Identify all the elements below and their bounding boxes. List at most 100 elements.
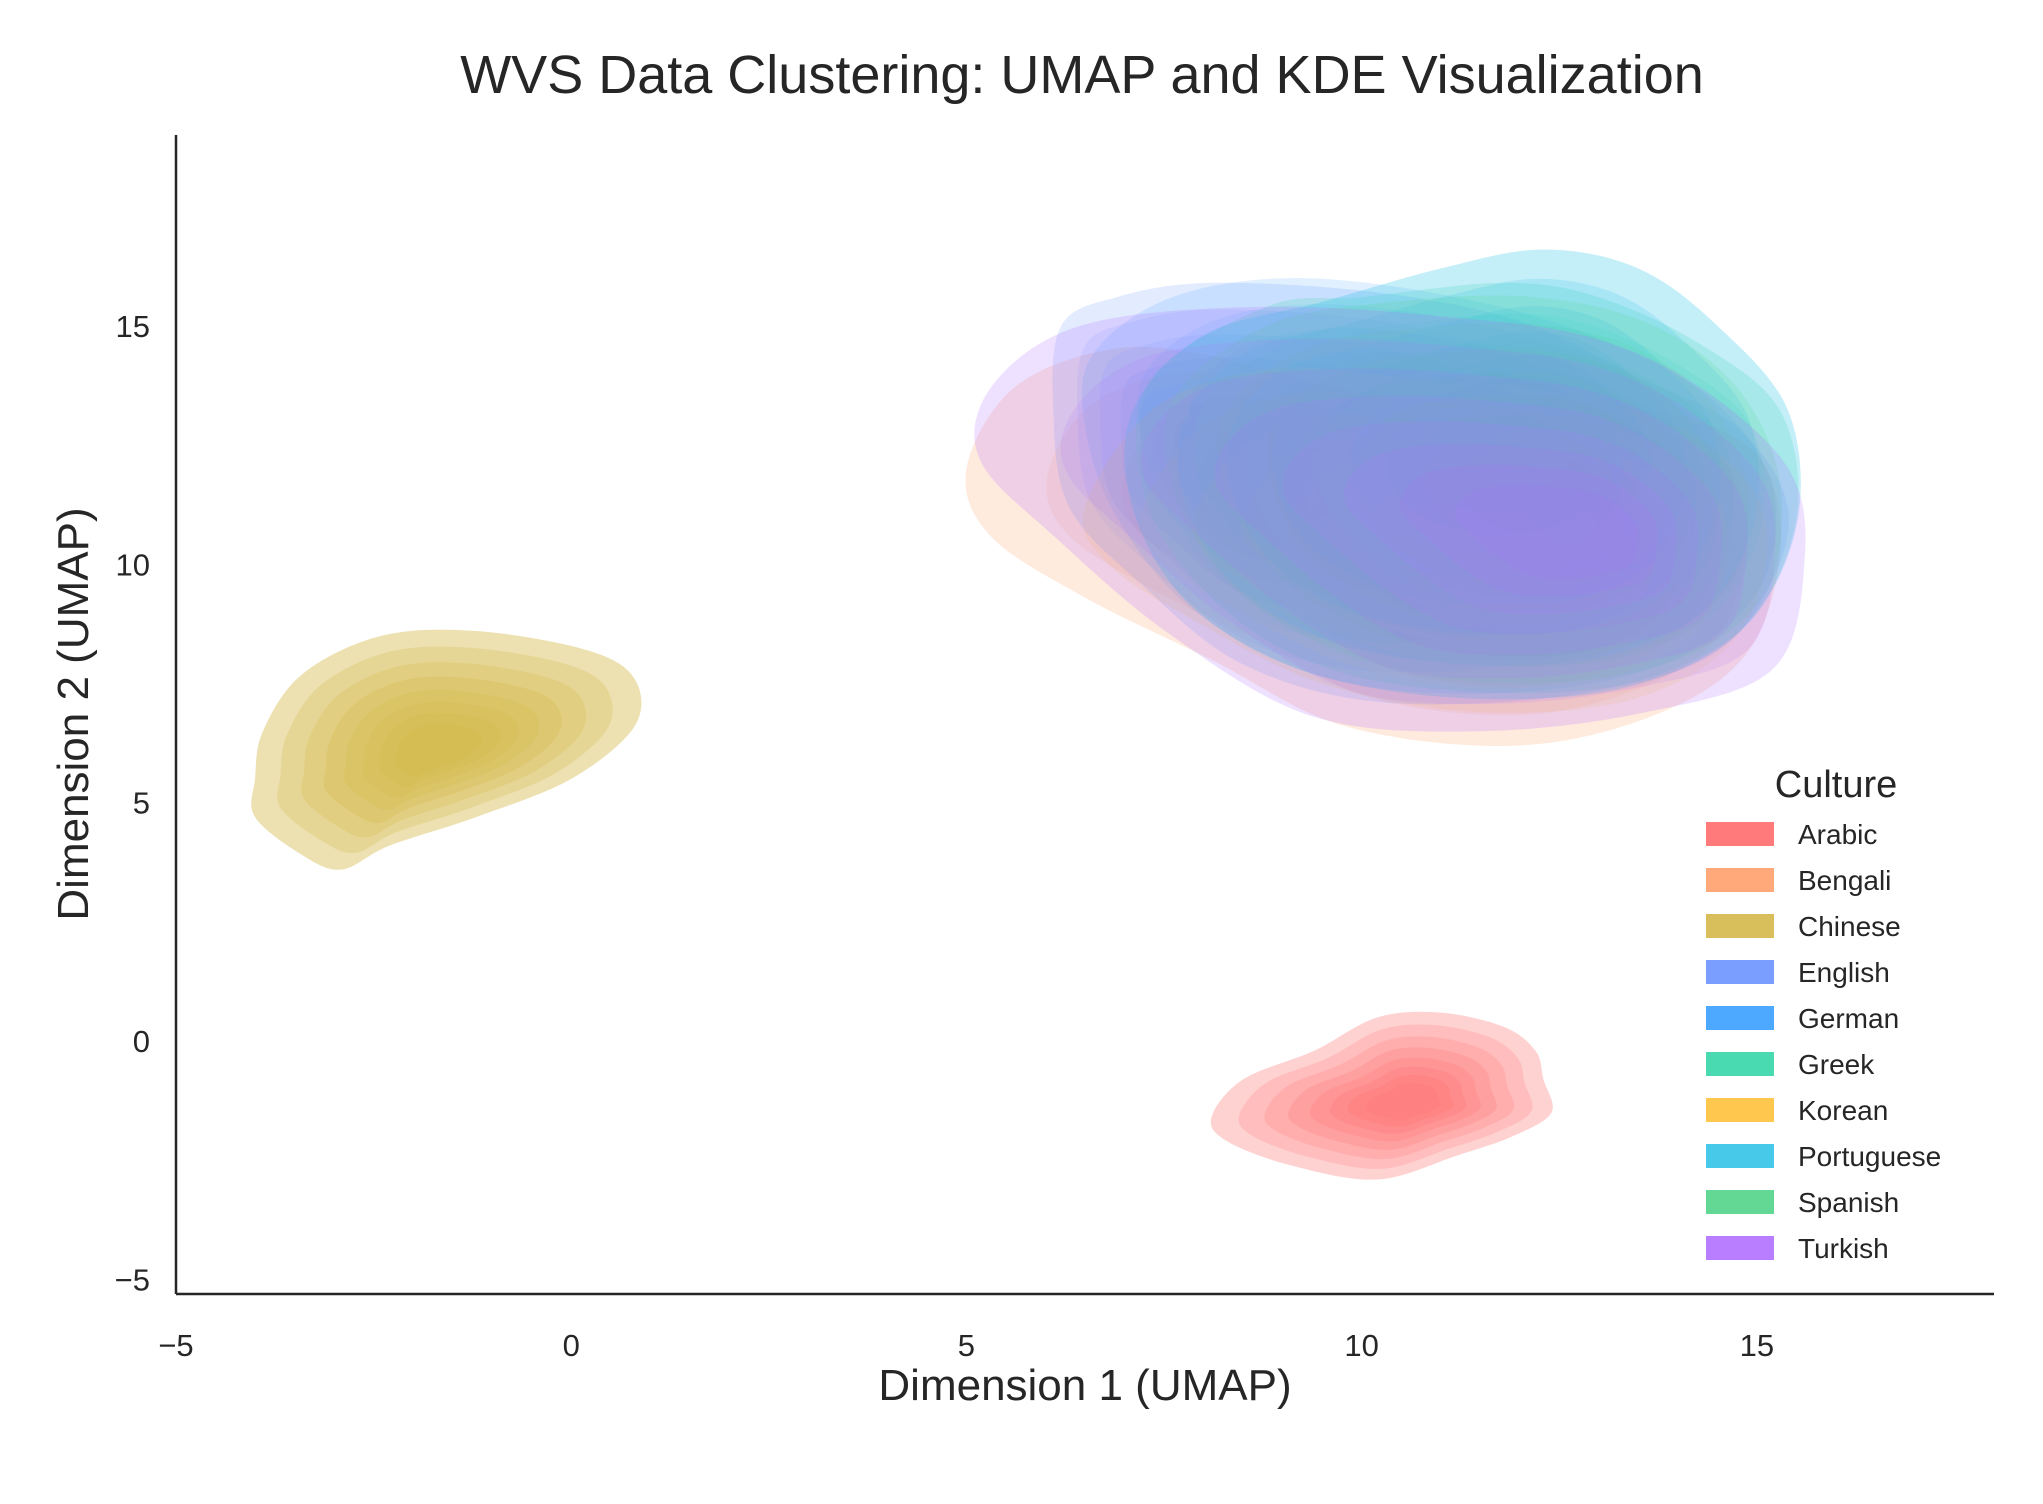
density-contour-spanish [1391, 413, 1639, 570]
density-contour-german [1320, 389, 1599, 556]
density-series-greek [1135, 282, 1799, 694]
density-contour-spanish [1217, 323, 1749, 657]
density-contour-arabic [1309, 1057, 1481, 1142]
legend-swatch-chinese [1706, 914, 1774, 938]
y-axis-label: Dimension 2 (UMAP) [49, 507, 98, 920]
legend-swatch-arabic [1706, 822, 1774, 846]
density-contour-korean [1192, 414, 1692, 667]
density-contour-korean [1285, 453, 1628, 627]
density-contour-bengali [1254, 436, 1663, 637]
density-contour-arabic [1365, 1083, 1441, 1121]
density-contour-spanish [1266, 348, 1718, 633]
x-tick-label: 5 [958, 1328, 975, 1363]
legend-label-arabic: Arabic [1798, 819, 1877, 850]
density-contour-portuguese [1386, 394, 1596, 534]
density-contour-korean [1362, 486, 1575, 594]
legend-swatch-bengali [1706, 868, 1774, 892]
density-contour-chinese [277, 646, 613, 853]
density-series-chinese [251, 629, 642, 870]
density-contour-arabic [1288, 1047, 1497, 1150]
density-contour-bengali [1121, 395, 1717, 687]
y-tick-label: −5 [115, 1263, 150, 1298]
density-contour-german [1081, 278, 1777, 694]
density-contour-spanish [1460, 449, 1596, 535]
legend-label-english: English [1798, 957, 1890, 988]
density-layer [251, 249, 1806, 1180]
density-contour-turkish [974, 306, 1806, 732]
x-tick-label: 0 [563, 1328, 580, 1363]
density-contour-korean [1082, 367, 1768, 713]
density-contour-korean [1398, 502, 1550, 579]
density-series-portuguese [1124, 249, 1801, 700]
density-series-english [1052, 282, 1789, 705]
density-contour-portuguese [1352, 375, 1623, 556]
legend-swatch-portuguese [1706, 1144, 1774, 1168]
density-contour-turkish [1399, 464, 1658, 597]
density-contour-arabic [1238, 1024, 1533, 1169]
density-contour-english [1157, 397, 1452, 566]
density-contour-turkish [1282, 421, 1699, 634]
density-contour-english [1052, 282, 1789, 705]
density-contour-chinese [301, 662, 587, 838]
density-contour-greek [1466, 454, 1612, 545]
x-tick-label: −5 [158, 1328, 193, 1363]
density-contour-turkish [1455, 485, 1639, 579]
density-contour-greek [1135, 282, 1799, 694]
legend-label-korean: Korean [1798, 1095, 1888, 1126]
density-contour-bengali [965, 346, 1781, 746]
density-contour-arabic [1347, 1074, 1454, 1127]
density-contour-greek [1250, 342, 1734, 642]
density-contour-turkish [1060, 338, 1776, 705]
legend-label-spanish: Spanish [1798, 1187, 1899, 1218]
legend-items: Arabic Bengali Chinese English German Greek Ko… [1706, 819, 1941, 1264]
density-contour-german [1281, 371, 1629, 579]
density-contour-portuguese [1420, 413, 1570, 513]
density-contour-bengali [1046, 371, 1748, 716]
density-contour-chinese [344, 689, 540, 811]
density-contour-bengali [1416, 486, 1596, 575]
y-tick-label: 15 [116, 309, 150, 344]
density-contour-portuguese [1177, 278, 1760, 666]
legend-swatch-turkish [1706, 1236, 1774, 1260]
density-contour-greek [1347, 392, 1679, 598]
density-contour-spanish [1312, 372, 1690, 610]
legend-swatch-spanish [1706, 1190, 1774, 1214]
density-series-korean [1082, 367, 1768, 713]
legend-label-portuguese: Portuguese [1798, 1141, 1941, 1172]
legend-label-bengali: Bengali [1798, 865, 1891, 896]
density-contour-english [1120, 357, 1570, 615]
axes [174, 135, 1994, 1296]
y-tick-label: 10 [116, 547, 150, 582]
legend-label-chinese: Chinese [1798, 911, 1901, 942]
density-series-turkish [974, 306, 1806, 732]
density-contour-chinese [362, 701, 519, 799]
density-contour-english [1173, 414, 1402, 546]
density-contour-korean [1240, 434, 1659, 646]
density-contour-turkish [1344, 444, 1677, 615]
density-contour-chinese [323, 676, 562, 824]
density-contour-arabic [1210, 1011, 1553, 1180]
density-contour-bengali [1364, 470, 1618, 595]
legend-swatch-german [1706, 1006, 1774, 1030]
density-contour-chinese [379, 712, 501, 788]
legend-label-german: German [1798, 1003, 1899, 1034]
density-contour-greek [1389, 414, 1655, 579]
y-tick-label: 5 [133, 786, 150, 821]
density-contour-german [1356, 406, 1572, 536]
density-contour-portuguese [1314, 354, 1653, 580]
density-contour-portuguese [1124, 249, 1801, 700]
density-contour-chinese [395, 723, 482, 777]
density-contour-greek [1300, 368, 1706, 619]
x-tick-label: 15 [1740, 1328, 1774, 1363]
density-contour-spanish [1164, 295, 1783, 684]
density-contour-bengali [1190, 416, 1689, 661]
density-contour-chinese [251, 629, 642, 870]
density-contour-greek [1427, 434, 1634, 562]
density-contour-spanish [1354, 394, 1663, 589]
density-series-german [1081, 278, 1777, 694]
density-contour-greek [1195, 313, 1765, 667]
density-contour-korean [1325, 471, 1600, 610]
density-series-spanish [1164, 295, 1783, 684]
density-contour-english [1139, 378, 1508, 590]
